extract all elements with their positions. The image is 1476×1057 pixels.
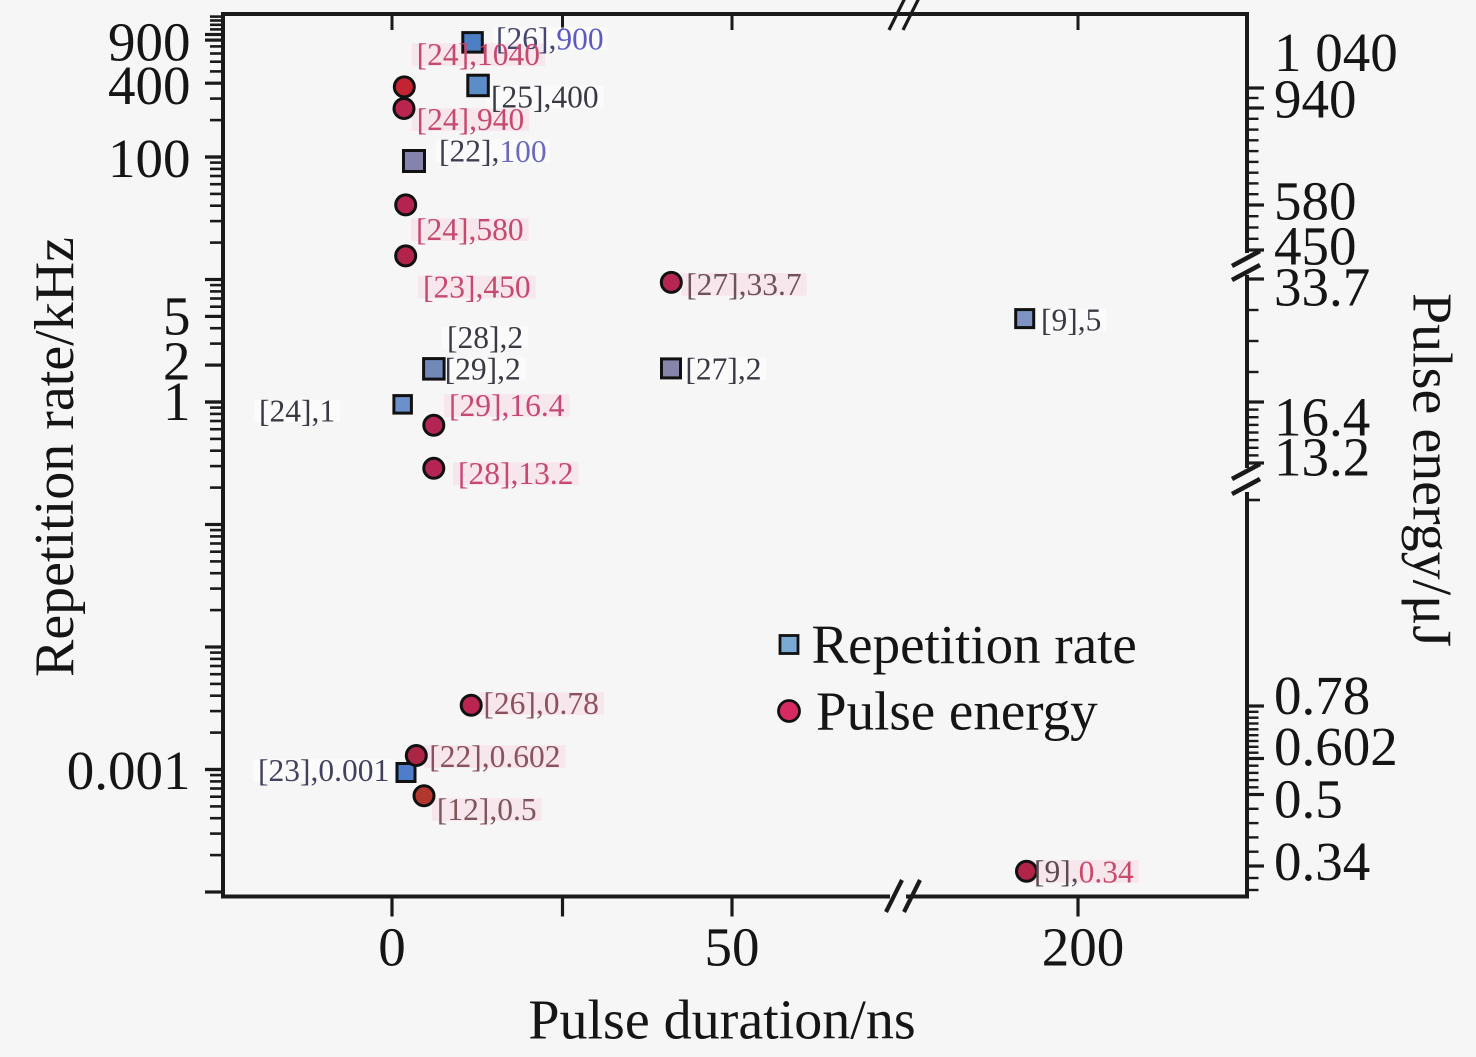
svg-text:Pulse duration/ns: Pulse duration/ns <box>528 990 915 1052</box>
svg-text:0: 0 <box>378 917 406 978</box>
svg-text:[22],0.602: [22],0.602 <box>429 739 560 774</box>
svg-text:[26],0.78: [26],0.78 <box>483 686 598 721</box>
svg-text:[12],0.5: [12],0.5 <box>437 792 537 827</box>
svg-text:[27],2: [27],2 <box>685 352 761 387</box>
svg-text:50: 50 <box>705 917 760 978</box>
svg-text:0.34: 0.34 <box>1274 831 1370 892</box>
svg-text:0.5: 0.5 <box>1274 768 1343 829</box>
svg-text:[26],900: [26],900 <box>496 21 604 56</box>
svg-text:[23],450: [23],450 <box>423 270 531 305</box>
svg-text:[25],400: [25],400 <box>491 80 599 115</box>
svg-text:5: 5 <box>163 286 191 347</box>
svg-text:[23],0.001: [23],0.001 <box>258 753 389 788</box>
svg-text:Pulse energy/μJ: Pulse energy/μJ <box>1401 293 1463 647</box>
svg-text:[28],13.2: [28],13.2 <box>458 456 573 491</box>
svg-text:[24],1: [24],1 <box>259 393 335 428</box>
svg-text:0.602: 0.602 <box>1274 716 1398 777</box>
svg-text:[24],580: [24],580 <box>416 212 524 247</box>
svg-text:[24],1040: [24],1040 <box>417 37 540 72</box>
svg-text:[24],940: [24],940 <box>417 102 525 137</box>
svg-text:Pulse energy: Pulse energy <box>816 681 1098 742</box>
svg-text:[9],5: [9],5 <box>1041 303 1101 338</box>
svg-text:1 040: 1 040 <box>1274 22 1398 83</box>
svg-text:2: 2 <box>163 331 191 392</box>
svg-text:16.4: 16.4 <box>1274 387 1370 448</box>
svg-text:1: 1 <box>163 371 191 432</box>
svg-text:0.78: 0.78 <box>1274 665 1370 726</box>
svg-text:200: 200 <box>1042 917 1125 978</box>
svg-text:[9],0.34: [9],0.34 <box>1034 854 1134 889</box>
svg-text:33.7: 33.7 <box>1274 257 1370 318</box>
svg-text:100: 100 <box>108 128 191 189</box>
svg-text:580: 580 <box>1274 171 1357 232</box>
svg-text:400: 400 <box>108 55 191 116</box>
svg-text:13.2: 13.2 <box>1274 427 1370 488</box>
svg-text:[29],2: [29],2 <box>445 352 521 387</box>
svg-text:0.001: 0.001 <box>67 740 191 801</box>
svg-text:[29],16.4: [29],16.4 <box>449 388 565 423</box>
svg-text:450: 450 <box>1274 216 1357 277</box>
svg-text:900: 900 <box>108 12 191 73</box>
svg-text:[27],33.7: [27],33.7 <box>686 267 801 302</box>
svg-text:940: 940 <box>1274 69 1357 130</box>
svg-text:Repetition rate: Repetition rate <box>812 614 1137 675</box>
svg-text:Repetition rate/kHz: Repetition rate/kHz <box>24 237 86 677</box>
svg-text:[28],2: [28],2 <box>447 320 523 355</box>
svg-text:[22],100: [22],100 <box>439 134 547 169</box>
